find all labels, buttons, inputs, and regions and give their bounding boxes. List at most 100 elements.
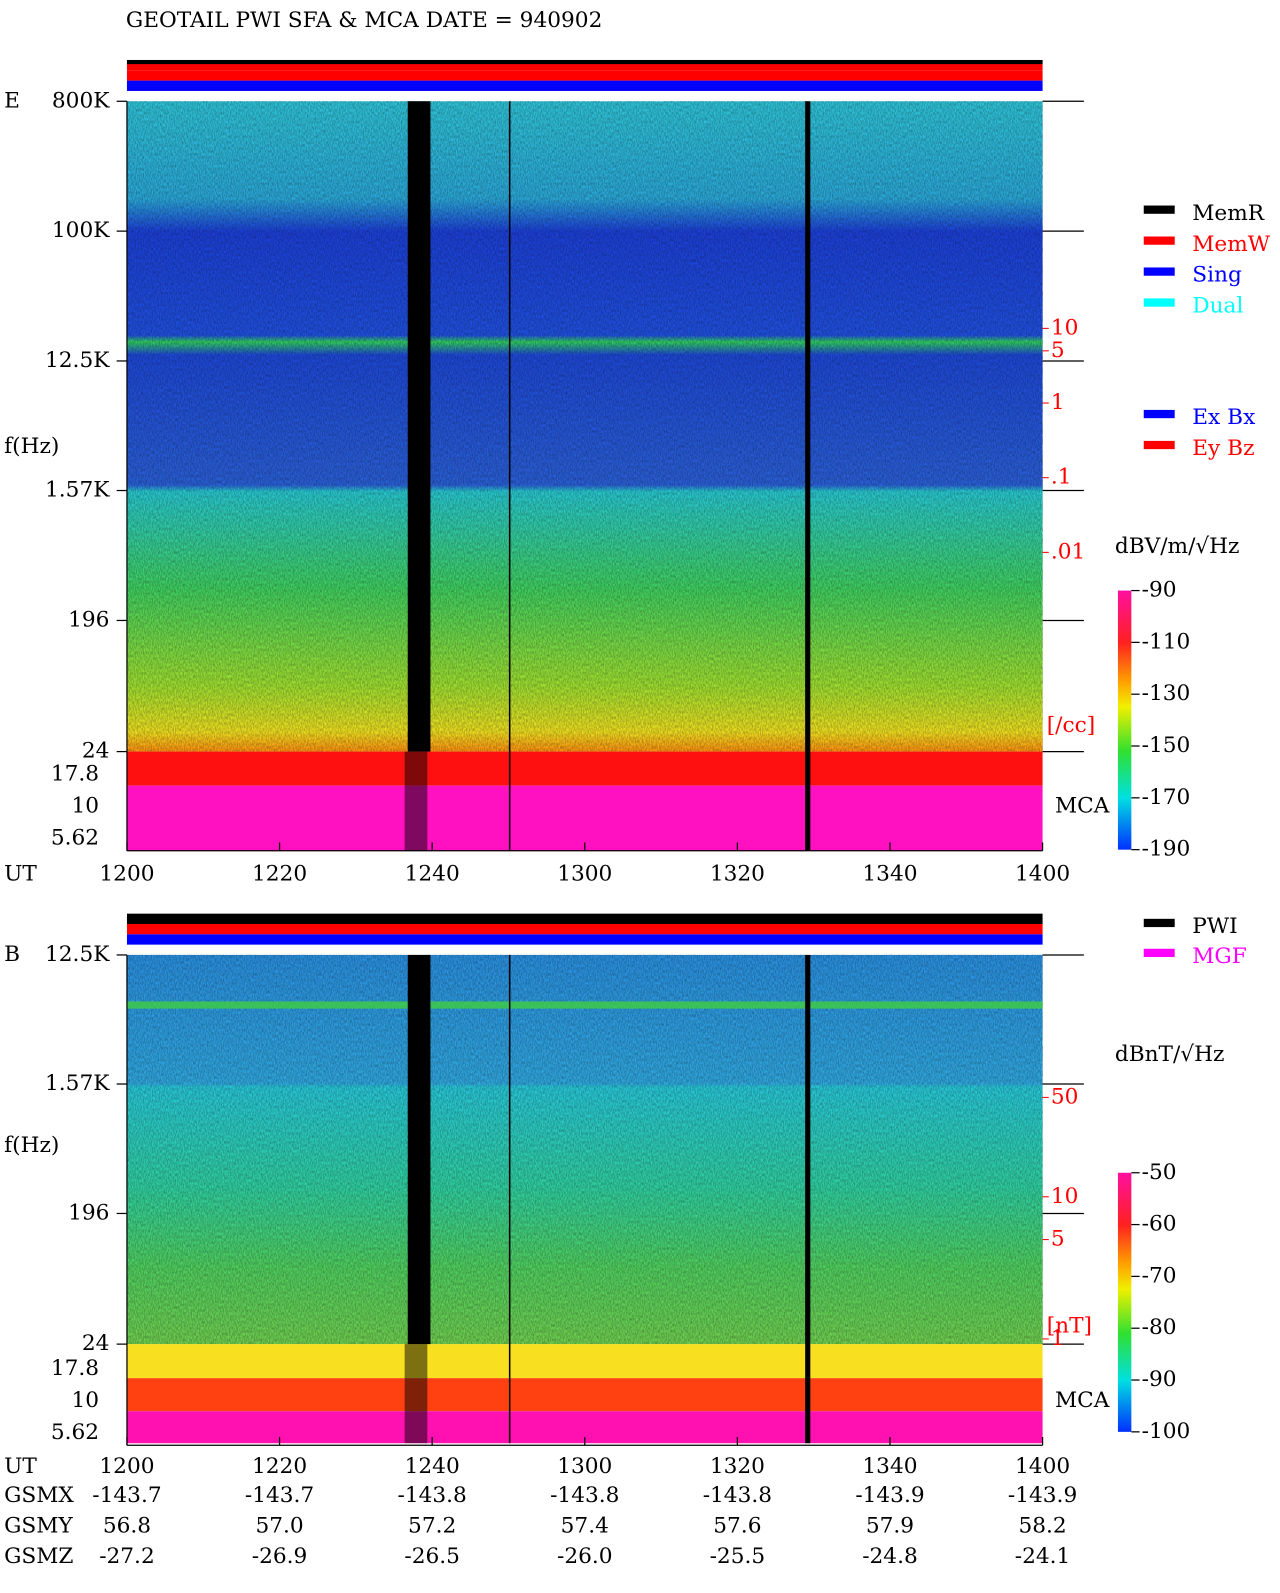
orbit-value: -143.9 (1008, 1483, 1077, 1508)
density-tick-label: 10 (1051, 1184, 1079, 1209)
x-tick-label: 1200 (99, 1454, 154, 1479)
orbit-value: -143.7 (92, 1483, 161, 1508)
density-tick-label: .1 (1051, 465, 1072, 490)
density-tick-label: .01 (1051, 539, 1085, 564)
colorbar-tick-label: -50 (1142, 1160, 1177, 1185)
orbit-value: -25.5 (710, 1544, 766, 1569)
panel-label: E (4, 88, 20, 113)
legend-swatch (1143, 205, 1175, 214)
density-tick-label: 50 (1051, 1084, 1079, 1109)
orbit-name: GSMX (4, 1483, 74, 1508)
x-tick-label: 1340 (862, 1454, 917, 1479)
colorbar (1117, 1172, 1132, 1432)
colorbar-title: dBV/m/√Hz (1115, 534, 1240, 559)
colorbar-tick-label: -100 (1142, 1419, 1191, 1444)
y-tick-label: 24 (82, 739, 110, 764)
y-axis-label: f(Hz) (4, 434, 59, 459)
density-unit: [/cc] (1047, 713, 1095, 738)
mca-label: MCA (1055, 793, 1110, 818)
orbit-value: -143.9 (855, 1483, 924, 1508)
orbit-value: 57.9 (866, 1513, 914, 1538)
legend-label: MemR (1192, 201, 1265, 226)
colorbar-tick-label: -130 (1142, 681, 1191, 706)
density-tick-label: 5 (1051, 1227, 1065, 1252)
y-tick-label: 12.5K (45, 942, 110, 967)
y-tick-label: 100K (52, 218, 110, 243)
y-tick-label: 196 (68, 607, 109, 632)
x-tick-label: 1340 (862, 861, 917, 886)
colorbar-tick-label: -190 (1142, 837, 1191, 862)
legend-swatch (1143, 267, 1175, 276)
x-tick-label: 1320 (710, 861, 765, 886)
colorbar-tick-label: -110 (1142, 629, 1191, 654)
orbit-value: -24.1 (1015, 1544, 1071, 1569)
legend-label: PWI (1192, 914, 1237, 939)
mca-tick-label: 10 (72, 793, 100, 818)
colorbar-tick-label: -150 (1142, 733, 1191, 758)
y-axis-label: f(Hz) (4, 1133, 59, 1158)
legend-swatch (1143, 948, 1175, 958)
colorbar-tick-label: -90 (1142, 578, 1177, 603)
colorbar-tick-label: -60 (1142, 1212, 1177, 1237)
legend-label: Ey Bz (1192, 436, 1254, 461)
orbit-name: GSMZ (4, 1544, 73, 1569)
orbit-value: -27.2 (99, 1544, 155, 1569)
x-axis-label: UT (4, 1454, 37, 1479)
x-tick-label: 1400 (1015, 861, 1070, 886)
y-tick-label: 24 (82, 1331, 110, 1356)
orbit-value: 57.6 (713, 1513, 761, 1538)
y-tick-label: 1.57K (45, 478, 110, 503)
x-tick-label: 1400 (1015, 1454, 1070, 1479)
x-axis-label: UT (4, 861, 37, 886)
orbit-value: -24.8 (862, 1544, 918, 1569)
y-tick-label: 800K (52, 88, 110, 113)
legend-swatch (1143, 236, 1175, 245)
y-tick-label: 1.57K (45, 1071, 110, 1096)
colorbar-tick-label: -170 (1142, 785, 1191, 810)
orbit-value: -26.9 (252, 1544, 308, 1569)
legend-swatch (1143, 918, 1175, 928)
colorbar-title: dBnT/√Hz (1115, 1042, 1225, 1067)
density-tick-label: 1 (1051, 1326, 1065, 1351)
orbit-value: -26.5 (404, 1544, 460, 1569)
density-unit: [nT] (1047, 1314, 1092, 1339)
orbit-value: -143.8 (398, 1483, 467, 1508)
x-tick-label: 1240 (405, 1454, 460, 1479)
mca-tick-label: 5.62 (51, 825, 99, 850)
title: GEOTAIL PWI SFA & MCA DATE = 940902 (126, 8, 602, 33)
x-tick-label: 1220 (252, 861, 307, 886)
orbit-value: -26.0 (557, 1544, 613, 1569)
colorbar-tick-label: -70 (1142, 1263, 1177, 1288)
mca-tick-label: 5.62 (51, 1420, 99, 1445)
legend-label: Ex Bx (1192, 405, 1255, 430)
legend-label: Sing (1192, 263, 1242, 288)
density-tick-label: 1 (1051, 390, 1065, 415)
legend-swatch (1143, 440, 1175, 450)
legend-label: MGF (1192, 944, 1247, 969)
x-tick-label: 1200 (99, 861, 154, 886)
orbit-value: 56.8 (103, 1513, 151, 1538)
x-tick-label: 1300 (557, 1454, 612, 1479)
mca-label: MCA (1055, 1388, 1110, 1413)
orbit-value: -143.7 (245, 1483, 314, 1508)
y-tick-label: 12.5K (45, 348, 110, 373)
legend-label: Dual (1192, 294, 1243, 319)
spectrogram-e (126, 59, 1043, 851)
legend-swatch (1143, 409, 1175, 419)
mca-tick-label: 17.8 (51, 1356, 99, 1381)
density-tick-label: 5 (1051, 338, 1065, 363)
orbit-value: 57.0 (255, 1513, 303, 1538)
x-tick-label: 1320 (710, 1454, 765, 1479)
legend-swatch (1143, 298, 1175, 307)
spectrogram-b (126, 913, 1043, 1444)
mca-tick-label: 17.8 (51, 761, 99, 786)
orbit-value: 57.4 (561, 1513, 609, 1538)
mca-tick-label: 10 (72, 1388, 100, 1413)
y-tick-label: 196 (68, 1200, 109, 1225)
panel-label: B (4, 942, 20, 967)
orbit-value: -143.8 (703, 1483, 772, 1508)
orbit-value: -143.8 (550, 1483, 619, 1508)
